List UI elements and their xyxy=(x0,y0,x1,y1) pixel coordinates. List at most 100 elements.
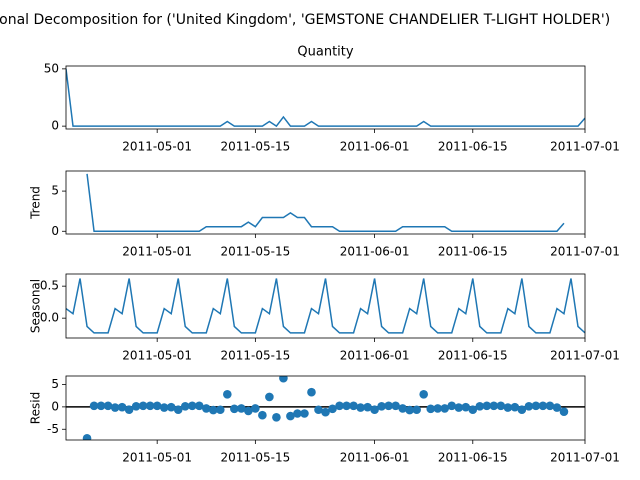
resid-point xyxy=(489,401,499,411)
resid-point xyxy=(538,401,548,411)
resid-point xyxy=(293,409,302,418)
resid-point xyxy=(110,403,120,412)
y-axis-label: Seasonal xyxy=(29,279,43,333)
resid-point xyxy=(314,405,323,415)
plot-area xyxy=(86,173,565,233)
x-tick-label: 2011-06-01 xyxy=(340,140,410,154)
resid-point xyxy=(356,403,365,412)
resid-point xyxy=(377,401,386,411)
resid-point xyxy=(258,410,267,420)
x-tick-label: 2011-07-01 xyxy=(550,451,620,465)
x-tick-label: 2011-06-15 xyxy=(438,451,508,465)
resid-point xyxy=(363,402,372,412)
resid-point xyxy=(279,376,288,383)
resid-point xyxy=(223,390,232,399)
resid-point xyxy=(545,401,555,411)
data-line xyxy=(86,173,565,233)
x-tick-label: 2011-05-15 xyxy=(220,349,290,363)
y-tick-label: 5 xyxy=(51,184,59,198)
resid-point xyxy=(524,401,534,411)
resid-point xyxy=(412,405,421,415)
resid-point xyxy=(159,403,169,412)
y-tick-label: -5 xyxy=(47,422,59,436)
panel-title: Quantity xyxy=(297,45,353,60)
y-tick-label: 50 xyxy=(44,61,59,75)
resid-point xyxy=(208,405,218,415)
x-tick-label: 2011-05-15 xyxy=(220,245,290,259)
y-tick-label: 0.5 xyxy=(40,279,59,293)
resid-point xyxy=(461,402,471,412)
resid-point xyxy=(419,390,428,399)
resid-point xyxy=(131,401,141,411)
resid-point xyxy=(300,409,309,418)
figure-title: Seasonal Decomposition for ('United King… xyxy=(0,12,610,28)
y-tick-label: 5 xyxy=(51,377,59,391)
resid-point xyxy=(152,401,162,411)
resid-point xyxy=(482,401,492,411)
resid-point xyxy=(173,405,183,414)
resid-point xyxy=(272,413,281,422)
y-tick-label: 0 xyxy=(51,224,59,238)
x-tick-label: 2011-05-01 xyxy=(122,140,192,154)
resid-point xyxy=(433,404,443,413)
resid-point xyxy=(342,401,351,411)
resid-point xyxy=(166,402,176,412)
x-tick-label: 2011-06-15 xyxy=(438,245,508,259)
resid-point xyxy=(335,401,344,411)
y-tick-label: 0 xyxy=(51,119,59,133)
resid-point xyxy=(531,401,541,411)
data-line xyxy=(66,68,585,128)
resid-point xyxy=(244,406,253,416)
x-tick-label: 2011-07-01 xyxy=(550,245,620,259)
x-tick-label: 2011-06-15 xyxy=(438,349,508,363)
resid-point xyxy=(559,407,569,416)
resid-point xyxy=(286,411,295,421)
plot-area xyxy=(66,376,585,440)
x-tick-label: 2011-05-15 xyxy=(220,140,290,154)
resid-point xyxy=(237,404,246,413)
axes-frame xyxy=(65,65,586,130)
plot-area xyxy=(66,68,585,128)
resid-point xyxy=(103,401,113,411)
resid-point xyxy=(510,402,520,412)
resid-point xyxy=(496,401,506,411)
resid-point xyxy=(124,405,134,414)
x-tick-label: 2011-06-01 xyxy=(340,245,410,259)
resid-point xyxy=(426,404,436,414)
axes-frame xyxy=(65,273,586,339)
x-tick-label: 2011-06-01 xyxy=(340,349,410,363)
resid-point xyxy=(454,403,464,412)
resid-point xyxy=(370,405,379,414)
resid-point xyxy=(447,401,457,411)
resid-point xyxy=(405,405,414,415)
resid-point xyxy=(145,401,155,411)
resid-point xyxy=(180,401,190,411)
resid-point xyxy=(384,401,393,411)
resid-point xyxy=(552,403,562,412)
x-tick-label: 2011-05-01 xyxy=(122,451,192,465)
resid-point xyxy=(138,401,148,411)
resid-point xyxy=(475,401,485,411)
x-tick-label: 2011-06-01 xyxy=(340,451,410,465)
axes-frame xyxy=(65,170,586,235)
x-tick-label: 2011-05-01 xyxy=(122,349,192,363)
resid-point xyxy=(251,404,260,413)
x-tick-label: 2011-06-15 xyxy=(438,140,508,154)
y-axis-label: Trend xyxy=(29,186,43,220)
axes-frame xyxy=(65,375,586,441)
y-axis-label: Resid xyxy=(29,392,43,424)
resid-point xyxy=(391,401,400,411)
plot-area xyxy=(66,278,585,334)
resid-point xyxy=(307,387,316,397)
x-tick-label: 2011-07-01 xyxy=(550,140,620,154)
x-tick-label: 2011-05-15 xyxy=(220,451,290,465)
resid-point xyxy=(468,405,478,414)
resid-point xyxy=(194,401,204,411)
resid-point xyxy=(321,407,330,417)
x-tick-label: 2011-05-01 xyxy=(122,245,192,259)
resid-point xyxy=(96,401,106,411)
resid-point xyxy=(82,433,92,440)
resid-point xyxy=(187,401,197,411)
y-tick-label: 0.0 xyxy=(40,311,59,325)
